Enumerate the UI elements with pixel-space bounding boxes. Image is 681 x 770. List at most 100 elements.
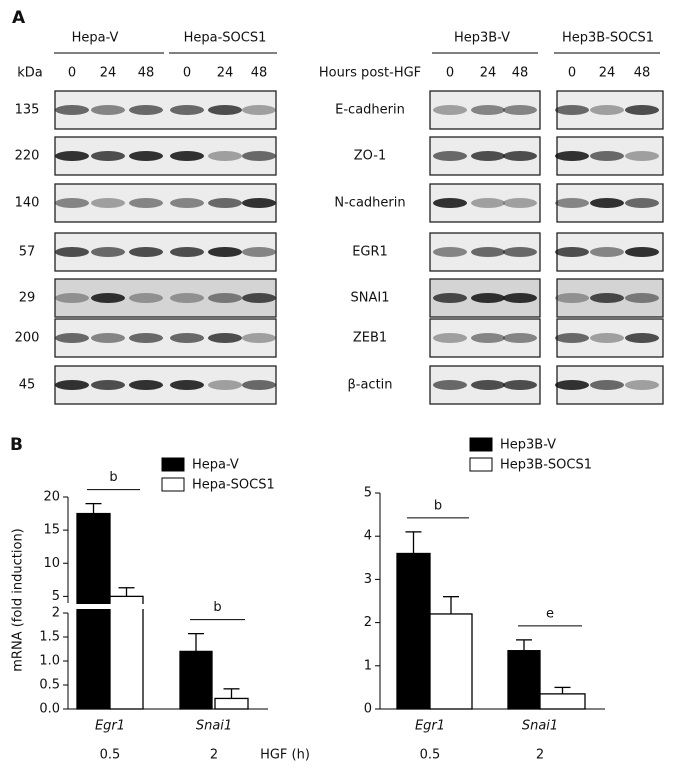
blot-band bbox=[555, 105, 589, 115]
hour-label: 24 bbox=[217, 66, 234, 81]
blot-band bbox=[555, 333, 589, 343]
blot-band bbox=[129, 247, 163, 257]
blot-band bbox=[471, 380, 505, 390]
blot-band bbox=[91, 293, 125, 303]
blot-band bbox=[433, 333, 467, 343]
blot-band bbox=[433, 198, 467, 208]
blot-band bbox=[503, 293, 537, 303]
hgf-value: 2 bbox=[210, 748, 218, 763]
hour-label: 48 bbox=[634, 66, 651, 81]
blot-band bbox=[555, 151, 589, 161]
blot-band bbox=[208, 247, 242, 257]
hour-label: 0 bbox=[446, 66, 454, 81]
hgf-value: 0.5 bbox=[100, 748, 121, 763]
legend-swatch bbox=[161, 457, 185, 472]
blot-band bbox=[208, 333, 242, 343]
hour-label: 48 bbox=[512, 66, 529, 81]
blot-band bbox=[91, 380, 125, 390]
axis-break bbox=[62, 604, 262, 609]
bar bbox=[179, 650, 213, 710]
protein-label: SNAI1 bbox=[351, 291, 390, 306]
blot-band bbox=[91, 198, 125, 208]
blot-band bbox=[590, 247, 624, 257]
y-tick-label: 0.5 bbox=[39, 678, 60, 693]
blot-band bbox=[555, 247, 589, 257]
blot-band bbox=[91, 333, 125, 343]
blot-band bbox=[242, 293, 276, 303]
y-tick-label: 15 bbox=[43, 523, 60, 538]
blot-band bbox=[433, 293, 467, 303]
y-tick-label: 20 bbox=[43, 490, 60, 505]
blot-band bbox=[129, 105, 163, 115]
blot-band bbox=[129, 151, 163, 161]
protein-label: β-actin bbox=[347, 378, 392, 393]
kda-value: 200 bbox=[15, 331, 40, 346]
hgf-value: 0.5 bbox=[420, 748, 441, 763]
legend-swatch bbox=[469, 457, 493, 472]
y-tick-label: 2 bbox=[364, 615, 372, 630]
significance-label: e bbox=[546, 606, 554, 621]
blot-band bbox=[55, 293, 89, 303]
blot-band bbox=[129, 380, 163, 390]
blot-band bbox=[555, 380, 589, 390]
y-tick-label: 2 bbox=[52, 606, 60, 621]
blot-band bbox=[129, 293, 163, 303]
blot-band bbox=[55, 105, 89, 115]
blot-band bbox=[625, 333, 659, 343]
y-axis-label: mRNA (fold induction) bbox=[11, 528, 26, 672]
kda-value: 220 bbox=[15, 149, 40, 164]
blot-band bbox=[625, 105, 659, 115]
panel-label: B bbox=[10, 435, 23, 455]
x-tick-label: Egr1 bbox=[95, 719, 125, 734]
y-tick-label: 5 bbox=[364, 486, 372, 501]
hour-label: 0 bbox=[183, 66, 191, 81]
hour-label: 24 bbox=[100, 66, 117, 81]
group-label: Hepa-SOCS1 bbox=[184, 31, 267, 46]
legend-label: Hep3B-SOCS1 bbox=[500, 458, 592, 473]
blot-band bbox=[590, 293, 624, 303]
hour-label: 0 bbox=[568, 66, 576, 81]
y-tick-label: 10 bbox=[43, 556, 60, 571]
blot-band bbox=[208, 105, 242, 115]
hgf-value: 2 bbox=[536, 748, 544, 763]
blot-band bbox=[91, 151, 125, 161]
y-tick-label: 1 bbox=[364, 658, 372, 673]
hour-label: 24 bbox=[480, 66, 497, 81]
legend-swatch bbox=[161, 477, 185, 492]
blot-band bbox=[170, 247, 204, 257]
blot-band bbox=[242, 380, 276, 390]
legend-label: Hepa-SOCS1 bbox=[192, 478, 275, 493]
blot-band bbox=[242, 105, 276, 115]
blot-band bbox=[471, 247, 505, 257]
significance-label: b bbox=[109, 470, 117, 485]
blot-band bbox=[170, 198, 204, 208]
blot-band bbox=[625, 247, 659, 257]
y-tick-label: 0 bbox=[364, 702, 372, 717]
blot-band bbox=[55, 333, 89, 343]
kda-label: kDa bbox=[17, 66, 43, 81]
kda-value: 135 bbox=[15, 103, 40, 118]
blot-band bbox=[170, 380, 204, 390]
blot-band bbox=[503, 247, 537, 257]
y-tick-label: 5 bbox=[52, 589, 60, 604]
y-tick-label: 1.5 bbox=[39, 630, 60, 645]
group-label: Hep3B-V bbox=[454, 31, 510, 46]
blot-band bbox=[471, 105, 505, 115]
blot-band bbox=[433, 380, 467, 390]
blot-band bbox=[208, 151, 242, 161]
blot-band bbox=[129, 198, 163, 208]
blot-band bbox=[129, 333, 163, 343]
legend-label: Hepa-V bbox=[192, 458, 239, 473]
y-tick-label: 1.0 bbox=[39, 654, 60, 669]
kda-value: 29 bbox=[19, 291, 36, 306]
protein-label: E-cadherin bbox=[335, 103, 405, 118]
significance-label: b bbox=[434, 498, 442, 513]
bar bbox=[396, 552, 431, 710]
protein-label: EGR1 bbox=[352, 245, 388, 260]
hour-label: 0 bbox=[68, 66, 76, 81]
blot-band bbox=[471, 333, 505, 343]
x-tick-label: Snai1 bbox=[196, 719, 232, 734]
blot-band bbox=[242, 151, 276, 161]
hour-label: 48 bbox=[138, 66, 155, 81]
